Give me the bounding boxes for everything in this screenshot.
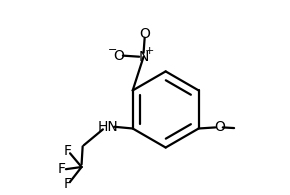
Text: +: + (145, 46, 154, 56)
Text: N: N (138, 50, 149, 64)
Text: O: O (139, 27, 150, 41)
Text: −: − (108, 45, 117, 55)
Text: F: F (64, 144, 71, 158)
Text: F: F (58, 162, 66, 176)
Text: F: F (64, 177, 71, 191)
Text: O: O (113, 49, 124, 63)
Text: HN: HN (97, 120, 118, 134)
Text: O: O (214, 120, 225, 134)
